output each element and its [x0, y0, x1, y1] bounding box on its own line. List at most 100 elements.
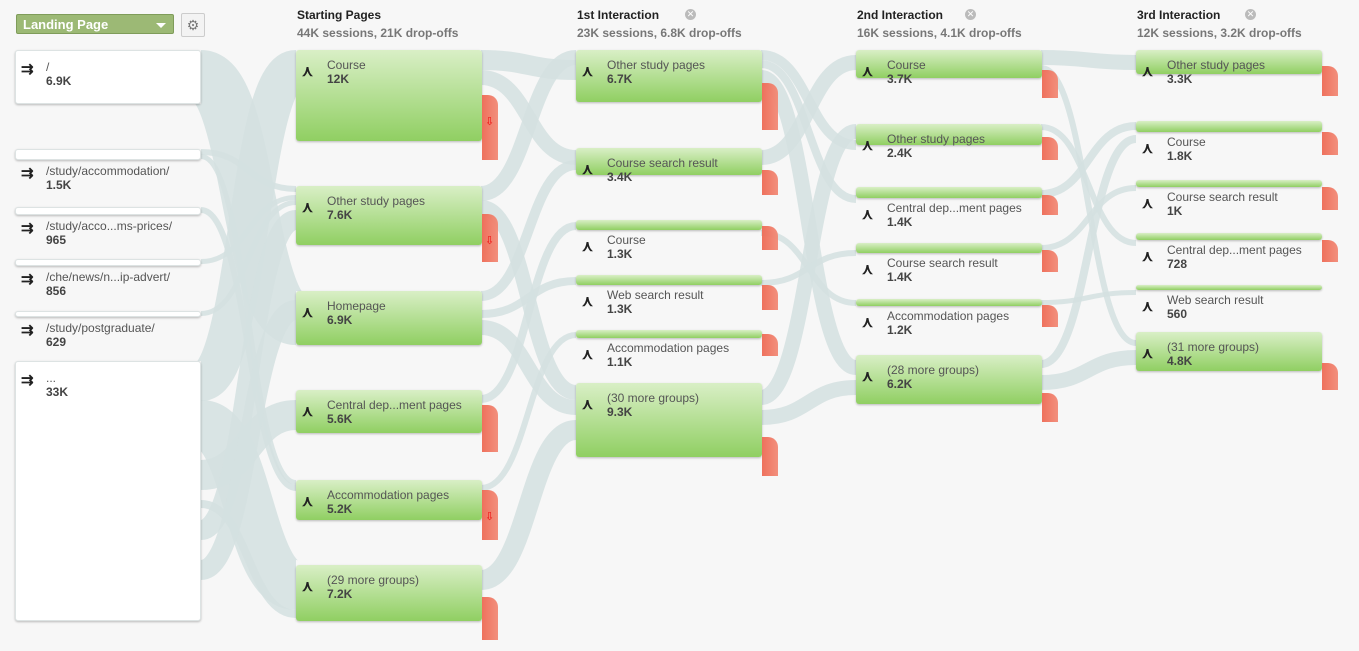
flow-link [1040, 135, 1137, 368]
node-value: 7.2K [327, 587, 353, 601]
dropoff-indicator[interactable] [762, 437, 778, 476]
gear-icon[interactable]: ⚙ [181, 13, 205, 37]
dropoff-indicator[interactable] [762, 83, 778, 130]
dropoff-indicator[interactable]: ⇩ [482, 95, 498, 160]
node-label: (28 more groups) [887, 363, 980, 377]
flow-link [479, 50, 578, 201]
node-value: 1.3K [607, 247, 633, 261]
node-value: 3.3K [1167, 72, 1193, 86]
merge-icon: ⋏ [862, 368, 873, 385]
node-value: 6.9K [327, 313, 353, 327]
flow-link [1040, 290, 1137, 305]
entrance-arrows-icon: ⇉ [21, 61, 34, 78]
dropoff-indicator[interactable] [1322, 363, 1338, 390]
dimension-dropdown[interactable]: Landing Page [16, 14, 174, 34]
close-icon[interactable]: ✕ [965, 9, 976, 20]
flow-link [760, 380, 857, 425]
merge-icon: ⋏ [1142, 195, 1153, 212]
node-value: 1.8K [1167, 149, 1193, 163]
dropoff-indicator[interactable] [762, 334, 778, 356]
node-value: 5.2K [327, 502, 353, 516]
flow-link [1040, 122, 1137, 198]
dropoff-indicator[interactable] [1322, 187, 1338, 210]
dropoff-indicator[interactable] [482, 597, 498, 640]
column-title: 1st Interaction [577, 8, 660, 22]
dropoff-indicator[interactable]: ⇩ [482, 490, 498, 540]
merge-icon: ⋏ [862, 137, 873, 154]
dropoff-indicator[interactable] [762, 170, 778, 195]
node-value: 1K [1167, 204, 1183, 218]
node-value: 4.8K [1167, 354, 1193, 368]
node-value: 1.2K [887, 323, 913, 337]
node-label: (29 more groups) [327, 573, 420, 587]
node-value: 629 [46, 335, 67, 349]
flow-link [480, 277, 577, 318]
dropoff-indicator[interactable] [1042, 70, 1058, 98]
merge-icon: ⋏ [862, 314, 873, 331]
node-value: 2.4K [887, 146, 913, 160]
merge-icon: ⋏ [1142, 298, 1153, 315]
flow-link [1040, 185, 1137, 251]
flow-link [760, 55, 857, 165]
flow-link [198, 210, 299, 540]
node-label: Other study pages [887, 132, 986, 146]
node-value: 7.6K [327, 208, 353, 222]
merge-icon: ⋏ [862, 261, 873, 278]
node-value: 12K [327, 72, 350, 86]
flow-link [1040, 350, 1137, 390]
close-icon[interactable]: ✕ [685, 9, 696, 20]
flow-link [480, 160, 577, 301]
dropoff-indicator[interactable] [1322, 240, 1338, 262]
dropoff-indicator[interactable]: ⇩ [482, 214, 498, 262]
column-header: 2nd Interaction 16K sessions, 4.1K drop-o… [857, 8, 1022, 40]
node-label: Accommodation pages [327, 488, 450, 502]
merge-icon: ⋏ [302, 403, 313, 420]
entrance-arrows-icon: ⇉ [21, 165, 34, 182]
node-label: Accommodation pages [607, 341, 730, 355]
node-value: 5.6K [327, 412, 353, 426]
node-label: Web search result [607, 288, 704, 302]
merge-icon: ⋏ [302, 199, 313, 216]
node-label: Other study pages [327, 194, 426, 208]
flow-link [1040, 124, 1137, 246]
node-label: Course search result [1167, 190, 1278, 204]
flow-link [479, 420, 578, 590]
merge-icon: ⋏ [302, 578, 313, 595]
node-label: Central dep...ment pages [327, 398, 462, 412]
dimension-label: Landing Page [23, 17, 109, 32]
column-title: Starting Pages [297, 8, 382, 22]
node-value: 1.4K [887, 270, 913, 284]
dropoff-indicator[interactable] [1042, 195, 1058, 215]
merge-icon: ⋏ [582, 293, 593, 310]
dropoff-indicator[interactable] [1042, 305, 1058, 327]
column-stats: 16K sessions, 4.1K drop-offs [857, 26, 1022, 40]
dropoff-indicator[interactable] [1322, 66, 1338, 96]
dropoff-indicator[interactable] [1042, 393, 1058, 422]
dropoff-indicator[interactable] [762, 285, 778, 310]
node-label: /study/accommodation/ [46, 164, 170, 178]
merge-icon: ⋏ [582, 63, 593, 80]
flow-link [480, 332, 577, 491]
node-value: 1.5K [46, 178, 72, 192]
close-icon[interactable]: ✕ [1245, 9, 1256, 20]
node-label: ... [46, 371, 57, 385]
node-value: 33K [46, 385, 69, 399]
flow-link [760, 250, 857, 286]
node-value: 6.2K [887, 377, 913, 391]
merge-icon: ⋏ [302, 63, 313, 80]
column-stats: 44K sessions, 21K drop-offs [297, 26, 459, 40]
node-label: Web search result [1167, 293, 1264, 307]
node-label: Homepage [327, 299, 386, 313]
dropoff-indicator[interactable] [1042, 250, 1058, 272]
dropoff-indicator[interactable] [1322, 132, 1338, 155]
node-value: 9.3K [607, 405, 633, 419]
node-value: 560 [1167, 307, 1188, 321]
dropoff-indicator[interactable] [482, 405, 498, 452]
entrance-arrows-icon: ⇉ [21, 322, 34, 339]
dropoff-indicator[interactable] [762, 226, 778, 250]
dropoff-indicator[interactable] [1042, 137, 1058, 160]
flow-link [480, 222, 577, 403]
merge-icon: ⋏ [1142, 140, 1153, 157]
node-value: 965 [46, 233, 67, 247]
merge-icon: ⋏ [862, 63, 873, 80]
